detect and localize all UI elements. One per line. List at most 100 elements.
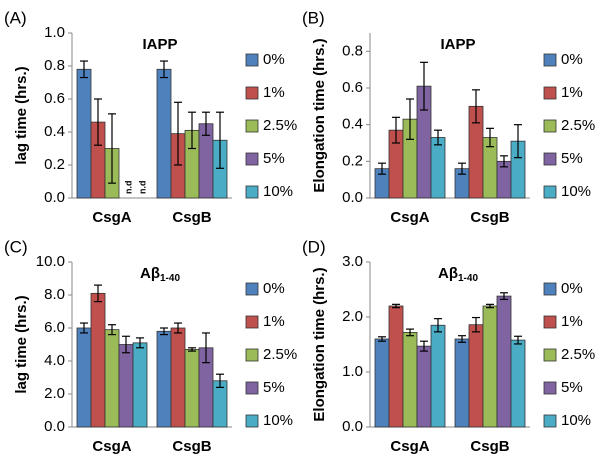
- y-tick-label: 2.0: [342, 308, 363, 325]
- bar: [454, 338, 470, 428]
- y-tick-label: 3.0: [342, 253, 363, 270]
- legend-label: 10%: [263, 412, 293, 429]
- error-bar: [486, 127, 494, 148]
- title-text: Aβ: [140, 265, 160, 282]
- error-bar: [108, 324, 116, 336]
- legend-label: 5%: [263, 379, 285, 396]
- title-text: Aβ: [438, 265, 458, 282]
- error-bar: [406, 328, 414, 337]
- error-bar: [94, 98, 102, 146]
- legend-label: 1%: [263, 84, 285, 101]
- x-tick-label: CsgA: [92, 209, 131, 226]
- legend-label: 10%: [561, 412, 591, 429]
- legend-swatch: [543, 86, 557, 100]
- bar: [184, 349, 200, 428]
- y-tick-label: 0.2: [44, 156, 65, 173]
- legend-label: 5%: [561, 379, 583, 396]
- y-tick-label: 0.0: [342, 189, 363, 206]
- error-bar: [216, 111, 224, 169]
- error-bar: [378, 162, 386, 175]
- legend-swatch: [543, 348, 557, 362]
- error-bar: [174, 322, 182, 334]
- bar: [468, 324, 484, 428]
- panel-label: (B): [302, 8, 325, 27]
- error-bar: [486, 303, 494, 309]
- bar: [90, 292, 106, 428]
- legend-label: 0%: [561, 51, 583, 68]
- y-axis-label: Elongation time (hrs.): [311, 38, 328, 192]
- error-bar: [80, 60, 88, 79]
- bar: [402, 331, 418, 428]
- bar: [76, 68, 92, 199]
- y-axis-label: Elongation time (hrs.): [311, 267, 328, 421]
- error-bar: [202, 111, 210, 136]
- legend-swatch: [543, 53, 557, 67]
- x-tick-label: CsgB: [172, 438, 211, 455]
- y-tick-label: 0.0: [44, 418, 65, 435]
- legend-swatch: [543, 381, 557, 395]
- title-subscript: 1-40: [458, 273, 478, 284]
- panel-label: (C): [4, 237, 28, 256]
- value-label: n.d: [137, 181, 147, 195]
- bar: [430, 137, 446, 199]
- error-bar: [136, 337, 144, 349]
- legend-label: 0%: [263, 280, 285, 297]
- chart-title: IAPP: [142, 36, 177, 53]
- legend-label: 0%: [263, 51, 285, 68]
- bar: [374, 338, 390, 428]
- bar: [156, 68, 172, 199]
- y-tick-label: 0.6: [44, 90, 65, 107]
- legend-swatch: [245, 86, 259, 100]
- legend-swatch: [543, 282, 557, 296]
- y-tick-label: 0.8: [342, 42, 363, 59]
- chart-title: Aβ1-40: [438, 265, 478, 284]
- error-bar: [420, 340, 428, 352]
- error-bar: [188, 347, 196, 352]
- error-bar: [392, 116, 400, 144]
- error-bar: [472, 316, 480, 333]
- legend-label: 1%: [561, 313, 583, 330]
- error-bar: [472, 89, 480, 124]
- chart-title: Aβ1-40: [140, 265, 180, 284]
- legend-label: 5%: [263, 150, 285, 167]
- y-tick-label: 10.0: [36, 253, 65, 270]
- title-text: IAPP: [440, 36, 475, 53]
- legend-swatch: [245, 381, 259, 395]
- bar: [104, 329, 120, 428]
- legend-swatch: [245, 315, 259, 329]
- error-bar: [378, 336, 386, 342]
- legend-swatch: [245, 152, 259, 166]
- legend-swatch: [245, 414, 259, 428]
- y-tick-label: 0.4: [342, 116, 363, 133]
- y-tick-label: 0.0: [44, 189, 65, 206]
- bar: [496, 295, 512, 428]
- bar: [482, 305, 498, 428]
- panel-label: (A): [4, 8, 27, 27]
- x-tick-label: CsgA: [390, 438, 429, 455]
- y-tick-label: 0.4: [44, 123, 65, 140]
- x-tick-label: CsgB: [470, 438, 509, 455]
- error-bar: [122, 335, 130, 354]
- bar: [510, 339, 526, 428]
- error-bar: [216, 373, 224, 388]
- legend-swatch: [245, 119, 259, 133]
- legend-swatch: [543, 152, 557, 166]
- legend-swatch: [543, 185, 557, 199]
- error-bar: [188, 111, 196, 150]
- error-bar: [420, 61, 428, 111]
- legend-label: 10%: [561, 183, 591, 200]
- legend-label: 1%: [561, 84, 583, 101]
- y-tick-label: 0.2: [342, 152, 363, 169]
- bar: [430, 324, 446, 428]
- title-subscript: 1-40: [160, 273, 180, 284]
- error-bar: [108, 113, 116, 184]
- chart-title: IAPP: [440, 36, 475, 53]
- error-bar: [500, 155, 508, 168]
- error-bar: [80, 322, 88, 334]
- error-bar: [392, 303, 400, 309]
- legend-swatch: [543, 315, 557, 329]
- x-tick-label: CsgB: [172, 209, 211, 226]
- y-tick-label: 1.0: [342, 363, 363, 380]
- x-tick-label: CsgB: [470, 209, 509, 226]
